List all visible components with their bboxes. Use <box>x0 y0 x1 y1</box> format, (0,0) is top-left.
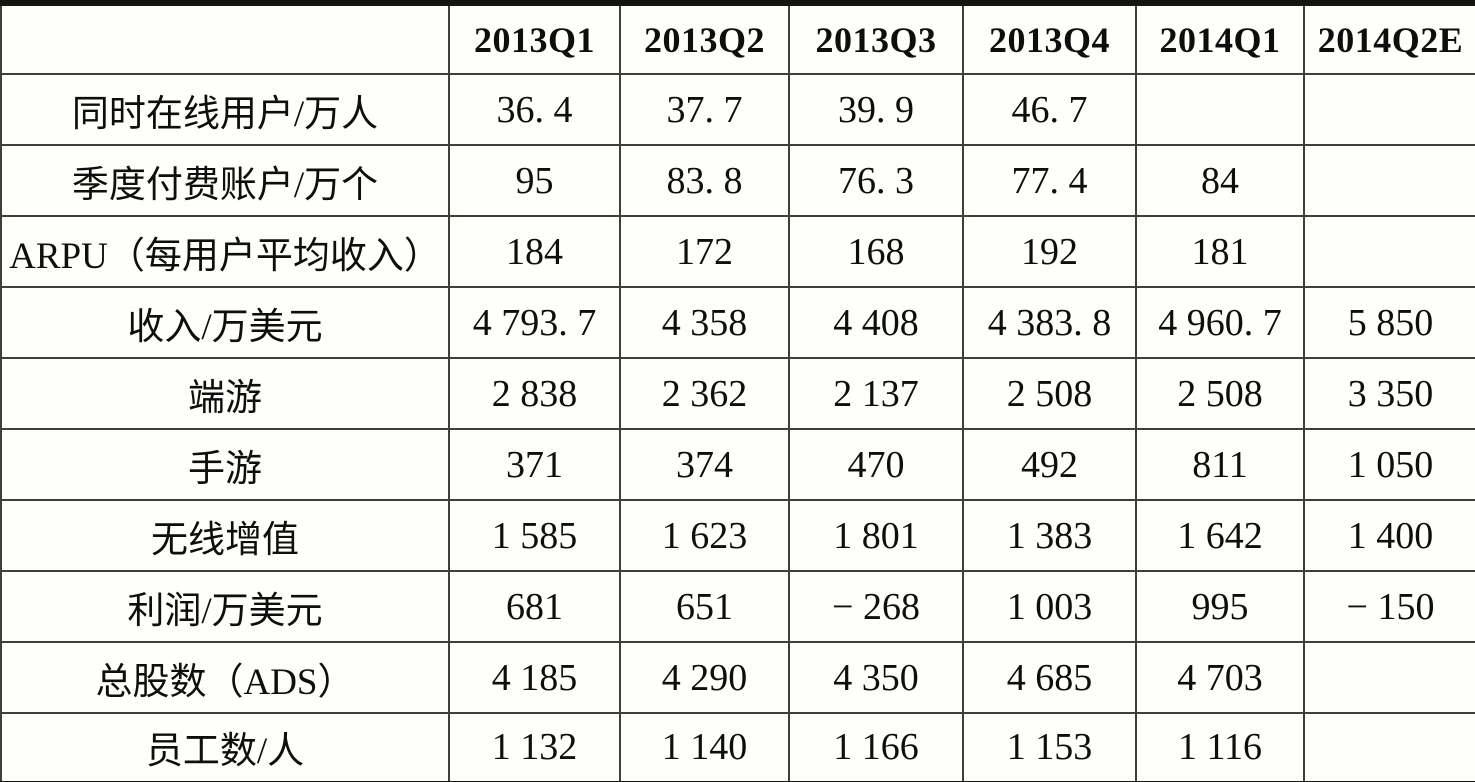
value-cell: 811 <box>1135 428 1305 501</box>
table-row-mobile-games: 手游 371 374 470 492 811 1 050 <box>0 428 1475 501</box>
value-cell: − 268 <box>788 570 964 643</box>
value-cell: 1 801 <box>788 499 964 572</box>
value-cell: 4 290 <box>619 641 790 714</box>
value-cell <box>1303 641 1475 714</box>
value-cell: 4 793. 7 <box>448 286 621 359</box>
row-label: 收入/万美元 <box>0 286 450 359</box>
value-cell: 1 132 <box>448 712 621 782</box>
row-label: ARPU（每用户平均收入） <box>0 215 450 288</box>
table-row-paying-accounts: 季度付费账户/万个 95 83. 8 76. 3 77. 4 84 <box>0 144 1475 217</box>
value-cell: 83. 8 <box>619 144 790 217</box>
header-cell-2013q3: 2013Q3 <box>788 2 964 75</box>
value-cell: 4 703 <box>1135 641 1305 714</box>
table-row-arpu: ARPU（每用户平均收入） 184 172 168 192 181 <box>0 215 1475 288</box>
value-cell <box>1303 73 1475 146</box>
value-cell: 3 350 <box>1303 357 1475 430</box>
row-label: 总股数（ADS） <box>0 641 450 714</box>
value-cell: 2 508 <box>1135 357 1305 430</box>
value-cell: 470 <box>788 428 964 501</box>
value-cell: 1 585 <box>448 499 621 572</box>
value-cell <box>1303 712 1475 782</box>
table-row-revenue: 收入/万美元 4 793. 7 4 358 4 408 4 383. 8 4 9… <box>0 286 1475 359</box>
value-cell: 2 838 <box>448 357 621 430</box>
header-cell-2013q1: 2013Q1 <box>448 2 621 75</box>
value-cell: 1 623 <box>619 499 790 572</box>
value-cell: 172 <box>619 215 790 288</box>
value-cell: 36. 4 <box>448 73 621 146</box>
value-cell: 1 153 <box>962 712 1137 782</box>
value-cell: 181 <box>1135 215 1305 288</box>
value-cell: 1 383 <box>962 499 1137 572</box>
value-cell: 184 <box>448 215 621 288</box>
value-cell <box>1303 144 1475 217</box>
value-cell: 371 <box>448 428 621 501</box>
row-label: 同时在线用户/万人 <box>0 73 450 146</box>
header-cell-blank <box>0 2 450 75</box>
value-cell: 4 685 <box>962 641 1137 714</box>
value-cell: 374 <box>619 428 790 501</box>
value-cell: 39. 9 <box>788 73 964 146</box>
header-cell-2014q2e: 2014Q2E <box>1303 2 1475 75</box>
value-cell: 1 642 <box>1135 499 1305 572</box>
value-cell: 681 <box>448 570 621 643</box>
value-cell: 95 <box>448 144 621 217</box>
value-cell: 4 408 <box>788 286 964 359</box>
value-cell: 37. 7 <box>619 73 790 146</box>
value-cell: 4 350 <box>788 641 964 714</box>
row-label: 手游 <box>0 428 450 501</box>
value-cell: 492 <box>962 428 1137 501</box>
value-cell: 5 850 <box>1303 286 1475 359</box>
value-cell: 1 400 <box>1303 499 1475 572</box>
value-cell: 2 137 <box>788 357 964 430</box>
value-cell: 4 960. 7 <box>1135 286 1305 359</box>
value-cell: 4 358 <box>619 286 790 359</box>
value-cell <box>1303 215 1475 288</box>
row-label: 端游 <box>0 357 450 430</box>
header-cell-2013q4: 2013Q4 <box>962 2 1137 75</box>
value-cell: 77. 4 <box>962 144 1137 217</box>
table-row-pc-games: 端游 2 838 2 362 2 137 2 508 2 508 3 350 <box>0 357 1475 430</box>
value-cell: 192 <box>962 215 1137 288</box>
value-cell: 1 116 <box>1135 712 1305 782</box>
value-cell: 168 <box>788 215 964 288</box>
table-row-total-shares: 总股数（ADS） 4 185 4 290 4 350 4 685 4 703 <box>0 641 1475 714</box>
value-cell: 1 050 <box>1303 428 1475 501</box>
value-cell: 46. 7 <box>962 73 1137 146</box>
table-row-employees: 员工数/人 1 132 1 140 1 166 1 153 1 116 <box>0 712 1475 782</box>
header-cell-2013q2: 2013Q2 <box>619 2 790 75</box>
value-cell: 2 362 <box>619 357 790 430</box>
value-cell: 84 <box>1135 144 1305 217</box>
table-row-concurrent-users: 同时在线用户/万人 36. 4 37. 7 39. 9 46. 7 <box>0 73 1475 146</box>
header-cell-2014q1: 2014Q1 <box>1135 2 1305 75</box>
value-cell: 4 185 <box>448 641 621 714</box>
row-label: 季度付费账户/万个 <box>0 144 450 217</box>
value-cell: 2 508 <box>962 357 1137 430</box>
value-cell: 1 140 <box>619 712 790 782</box>
row-label: 利润/万美元 <box>0 570 450 643</box>
row-label: 员工数/人 <box>0 712 450 782</box>
value-cell: 1 166 <box>788 712 964 782</box>
value-cell <box>1135 73 1305 146</box>
value-cell: 1 003 <box>962 570 1137 643</box>
value-cell: 76. 3 <box>788 144 964 217</box>
table-row-wireless-vas: 无线增值 1 585 1 623 1 801 1 383 1 642 1 400 <box>0 499 1475 572</box>
value-cell: 4 383. 8 <box>962 286 1137 359</box>
header-row: 2013Q1 2013Q2 2013Q3 2013Q4 2014Q1 2014Q… <box>0 2 1475 75</box>
value-cell: 995 <box>1135 570 1305 643</box>
value-cell: − 150 <box>1303 570 1475 643</box>
row-label: 无线增值 <box>0 499 450 572</box>
value-cell: 651 <box>619 570 790 643</box>
table-row-profit: 利润/万美元 681 651 − 268 1 003 995 − 150 <box>0 570 1475 643</box>
